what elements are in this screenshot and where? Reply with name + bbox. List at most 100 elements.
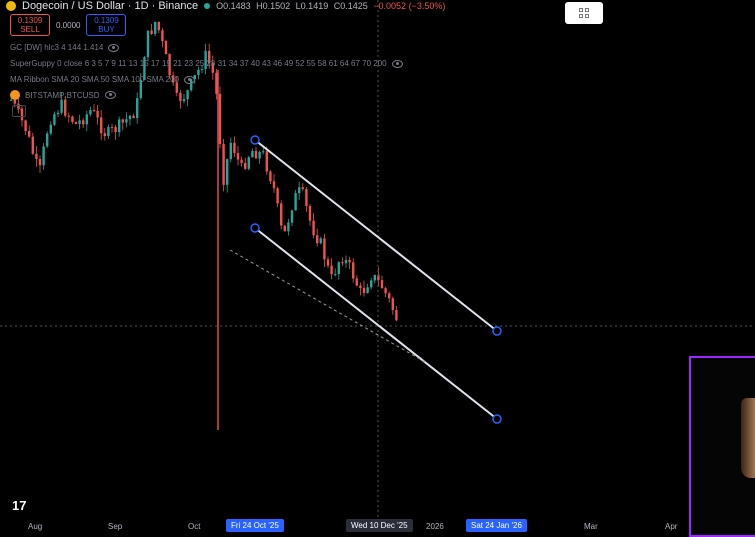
candle — [146, 30, 150, 58]
candle — [139, 80, 142, 99]
webcam-overlay — [689, 356, 755, 537]
eye-icon[interactable] — [108, 43, 120, 52]
candle — [211, 63, 214, 73]
spread-value: 0.0000 — [56, 20, 81, 30]
indicator-legend-btcusd[interactable]: BITSTAMP:BTCUSD — [10, 90, 116, 100]
dashed-trend-line[interactable] — [229, 249, 426, 363]
eye-icon[interactable] — [391, 59, 403, 68]
anchor-handle[interactable] — [250, 223, 260, 233]
candle — [233, 142, 236, 154]
low-value: L0.1419 — [295, 1, 329, 11]
candle — [370, 280, 373, 288]
candle — [344, 259, 348, 264]
candle — [154, 21, 157, 34]
candle — [150, 30, 153, 34]
candle — [362, 287, 366, 293]
candle — [341, 262, 344, 264]
axis-label: Oct — [188, 522, 201, 531]
candle — [38, 159, 42, 166]
candles-group — [10, 21, 398, 321]
candle — [373, 275, 376, 281]
high-value: H0.1502 — [256, 1, 291, 11]
candle — [96, 110, 99, 118]
candle — [182, 99, 186, 102]
candle — [229, 142, 232, 160]
candle — [71, 116, 74, 123]
time-axis[interactable]: Aug Sep Oct Fri 24 Oct '25 Wed 10 Dec '2… — [0, 518, 755, 537]
candle — [366, 287, 369, 293]
candle — [377, 275, 380, 281]
candle — [35, 153, 38, 160]
indicator-legend-gc[interactable]: GC [DW] hlc3 4 144 1.414 — [10, 43, 120, 52]
indicator-label: SuperGuppy 0 close 6 3 5 7 9 11 13 15 17… — [10, 59, 387, 68]
candle — [168, 54, 171, 76]
sell-button[interactable]: 0.1309 SELL — [10, 14, 50, 36]
buy-price: 0.1309 — [94, 16, 119, 25]
anchor-handle[interactable] — [250, 135, 260, 145]
candle — [215, 72, 218, 94]
candle — [265, 151, 268, 172]
candle — [53, 114, 56, 125]
candle — [161, 30, 164, 42]
candle — [24, 120, 27, 132]
candle — [157, 21, 160, 31]
axis-label: Aug — [28, 522, 43, 531]
candle — [247, 157, 250, 169]
candle — [208, 50, 211, 64]
candle — [20, 108, 24, 121]
axis-label: Mar — [584, 522, 598, 531]
indicator-legend-superguppy[interactable]: SuperGuppy 0 close 6 3 5 7 9 11 13 15 17… — [10, 59, 403, 68]
symbol-title[interactable]: Dogecoin / US Dollar · 1D · Binance — [22, 0, 199, 12]
candle — [384, 288, 387, 294]
candle — [186, 90, 189, 100]
candle — [197, 69, 200, 76]
candle — [46, 133, 49, 147]
candle — [301, 187, 304, 190]
candle — [262, 151, 265, 153]
coin-icon — [6, 1, 16, 11]
candle — [13, 99, 16, 104]
candle — [254, 150, 258, 159]
tradingview-logo[interactable]: 17 — [12, 498, 27, 513]
candle — [287, 222, 290, 232]
candle — [283, 225, 286, 232]
anchor-handle[interactable] — [492, 414, 502, 424]
channel-lower-line[interactable] — [254, 227, 498, 420]
close-value: C0.1425 — [333, 1, 368, 11]
candle — [305, 189, 308, 207]
candle — [218, 93, 222, 145]
collapse-icon[interactable]: ^ — [12, 105, 26, 117]
indicator-legend-ma-ribbon[interactable]: MA Ribbon SMA 20 SMA 50 SMA 100 SMA 200 — [10, 75, 195, 84]
crosshair-date-label: Wed 10 Dec '25 — [346, 519, 413, 532]
candle — [128, 115, 132, 120]
candle — [175, 82, 178, 93]
market-open-dot — [204, 3, 211, 9]
candle — [200, 69, 204, 71]
candle — [312, 220, 315, 236]
eye-icon[interactable] — [104, 91, 116, 99]
candle — [82, 120, 85, 125]
anchor-handle[interactable] — [492, 326, 502, 336]
candle — [64, 99, 67, 116]
candle — [193, 75, 196, 80]
axis-label: 2026 — [426, 522, 444, 531]
candle — [92, 110, 96, 112]
candle — [28, 131, 31, 137]
eye-icon[interactable] — [183, 75, 195, 84]
buy-button[interactable]: 0.1309 BUY — [86, 14, 127, 36]
layout-grid-button[interactable] — [565, 2, 603, 24]
range-start-label: Fri 24 Oct '25 — [226, 519, 284, 532]
candle — [49, 124, 52, 134]
candle — [348, 259, 351, 263]
candle — [42, 146, 45, 166]
candle — [395, 309, 398, 321]
candle — [118, 119, 121, 133]
candle — [132, 115, 135, 119]
candle — [78, 120, 81, 125]
candle — [244, 162, 247, 169]
candle — [355, 278, 358, 286]
candle — [10, 99, 13, 101]
channel-upper-line[interactable] — [254, 139, 498, 332]
candle — [326, 259, 330, 266]
